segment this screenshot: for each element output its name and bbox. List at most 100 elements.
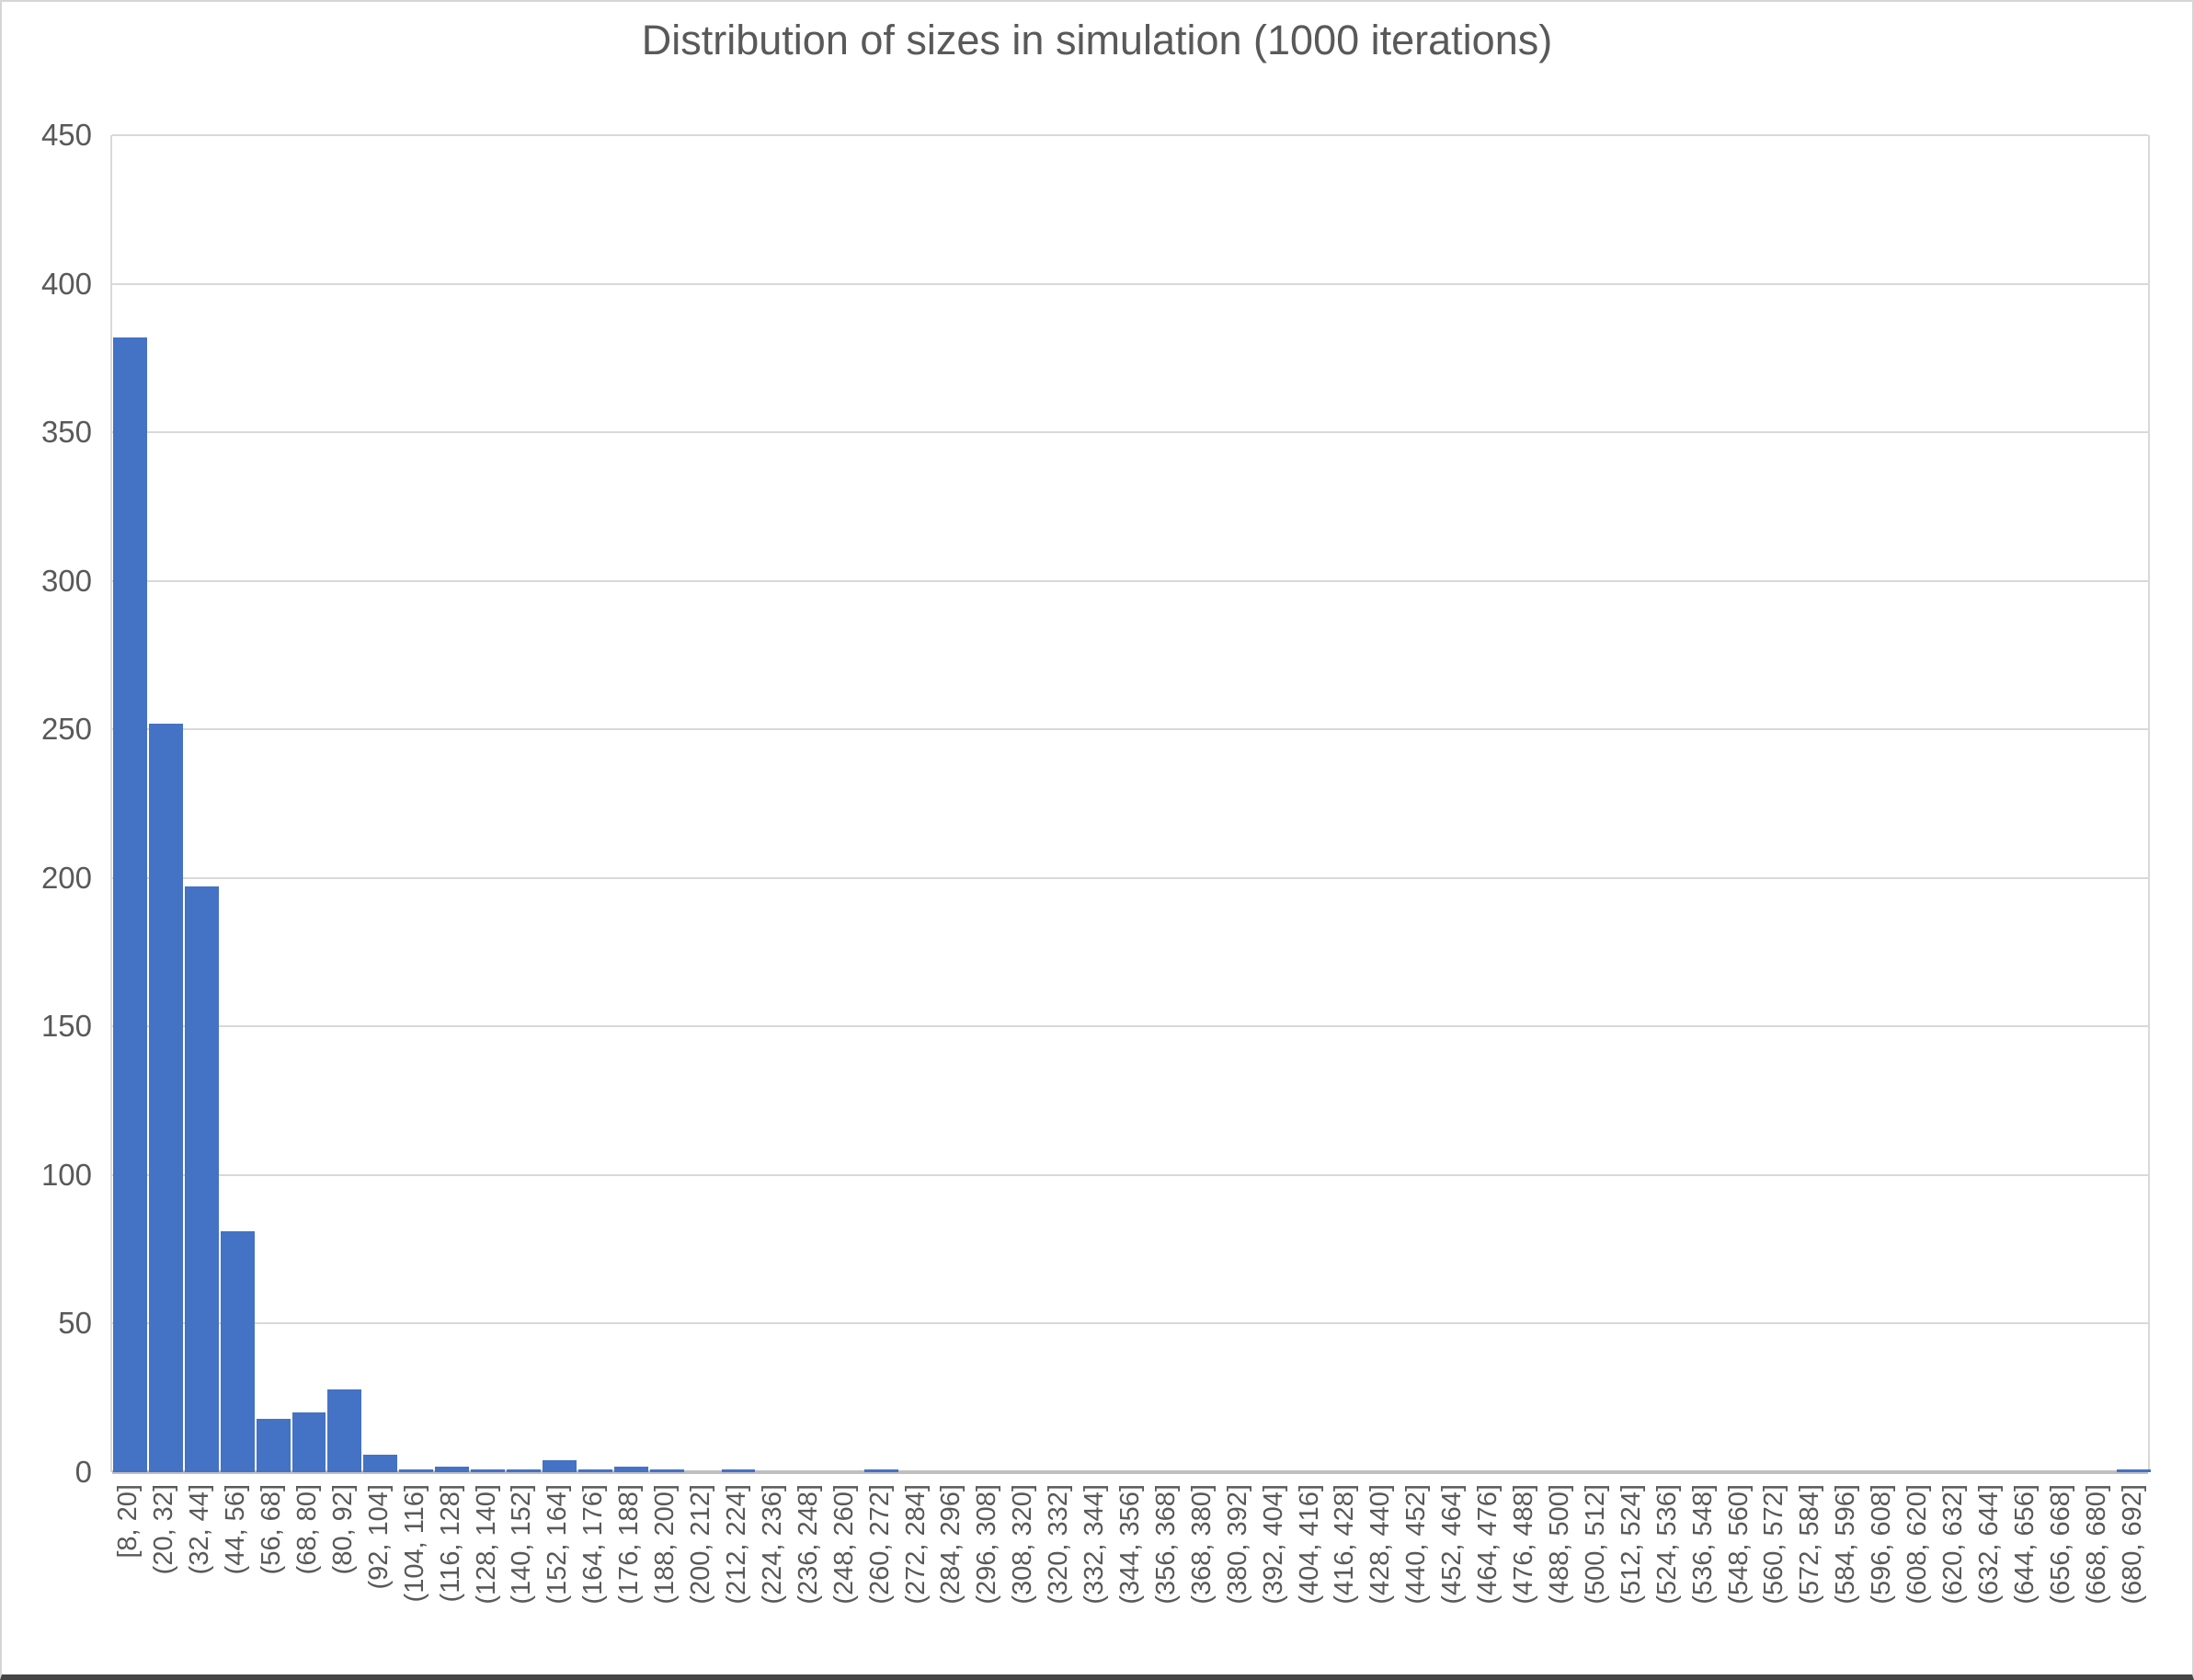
y-tick-label: 200: [40, 861, 92, 895]
histogram-bar[interactable]: [721, 1469, 756, 1472]
x-tick-label: (392, 404]: [1258, 1484, 1288, 1605]
x-tick-label: (632, 644]: [1973, 1484, 2004, 1605]
histogram-bar[interactable]: [577, 1469, 612, 1472]
x-tick-label: (560, 572]: [1759, 1484, 1789, 1605]
y-tick-label: 250: [40, 712, 92, 746]
gridline: [112, 877, 2148, 879]
x-tick-label: (596, 608]: [1867, 1484, 1897, 1605]
x-tick-label: (44, 56]: [221, 1484, 251, 1575]
x-tick-label: (584, 596]: [1831, 1484, 1861, 1605]
x-tick-label: (320, 332]: [1044, 1484, 1074, 1605]
histogram-bar[interactable]: [864, 1469, 899, 1472]
x-tick-label: (104, 116]: [399, 1484, 429, 1603]
x-tick-label: (212, 224]: [721, 1484, 751, 1605]
gridline: [112, 728, 2148, 730]
histogram-bar[interactable]: [327, 1389, 362, 1472]
x-tick-label: (656, 668]: [2045, 1484, 2075, 1605]
gridline: [112, 134, 2148, 136]
x-tick-label: [8, 20]: [113, 1484, 143, 1559]
gridline: [112, 580, 2148, 582]
x-tick-label: (668, 680]: [2081, 1484, 2111, 1605]
gridline: [112, 1174, 2148, 1176]
y-tick-label: 50: [58, 1306, 92, 1340]
x-tick-label: (440, 452]: [1401, 1484, 1432, 1605]
gridline: [112, 1025, 2148, 1027]
gridline: [112, 431, 2148, 433]
gridline: [112, 283, 2148, 285]
x-tick-label: (536, 548]: [1687, 1484, 1718, 1605]
x-tick-label: (332, 344]: [1080, 1484, 1110, 1605]
x-tick-label: (644, 656]: [2009, 1484, 2040, 1605]
histogram-bar[interactable]: [613, 1467, 648, 1472]
x-tick-label: (248, 260]: [828, 1484, 859, 1605]
x-tick-label: (80, 92]: [327, 1484, 358, 1575]
histogram-bar[interactable]: [220, 1231, 255, 1472]
gridline: [112, 1322, 2148, 1324]
y-tick-label: 400: [40, 267, 92, 301]
chart-title: Distribution of sizes in simulation (100…: [641, 17, 1553, 63]
y-tick-label: 150: [40, 1009, 92, 1043]
x-tick-label: (32, 44]: [185, 1484, 215, 1575]
x-tick-label: (416, 428]: [1330, 1484, 1360, 1605]
histogram-bar[interactable]: [2117, 1469, 2151, 1472]
histogram-bar[interactable]: [363, 1455, 398, 1472]
x-tick-label: (164, 176]: [578, 1484, 609, 1605]
x-tick-label: (572, 584]: [1795, 1484, 1825, 1605]
x-tick-label: (128, 140]: [471, 1484, 501, 1605]
x-tick-label: (344, 356]: [1115, 1484, 1145, 1605]
histogram-bar[interactable]: [435, 1467, 470, 1472]
x-tick-label: (140, 152]: [507, 1484, 537, 1605]
histogram-bar[interactable]: [113, 337, 147, 1472]
x-tick-label: (296, 308]: [972, 1484, 1002, 1605]
x-tick-label: (488, 500]: [1544, 1484, 1574, 1605]
x-tick-label: (464, 476]: [1473, 1484, 1503, 1605]
x-tick-label: (188, 200]: [650, 1484, 680, 1605]
x-tick-label: (512, 524]: [1616, 1484, 1646, 1605]
x-tick-label: (92, 104]: [363, 1484, 394, 1590]
x-tick-label: (620, 632]: [1937, 1484, 1968, 1605]
x-tick-label: (404, 416]: [1294, 1484, 1324, 1605]
x-tick-label: (20, 32]: [149, 1484, 179, 1575]
y-tick-label: 0: [74, 1455, 92, 1489]
x-tick-label: (224, 236]: [757, 1484, 787, 1605]
x-tick-label: (608, 620]: [1903, 1484, 1933, 1605]
x-tick-label: (500, 512]: [1580, 1484, 1610, 1605]
histogram-bar[interactable]: [471, 1469, 506, 1472]
x-tick-label: (236, 248]: [793, 1484, 823, 1605]
x-tick-label: (524, 536]: [1651, 1484, 1682, 1605]
histogram-bar[interactable]: [184, 886, 219, 1472]
y-tick-label: 300: [40, 564, 92, 598]
x-tick-label: (260, 272]: [864, 1484, 895, 1605]
x-tick-label: (308, 320]: [1008, 1484, 1038, 1605]
y-tick-label: 100: [40, 1158, 92, 1192]
x-tick-label: (428, 440]: [1366, 1484, 1396, 1605]
y-axis-labels: 0 50 100 150 200 250 300 350 400 450: [2, 2, 97, 1674]
x-tick-label: (200, 212]: [686, 1484, 716, 1605]
histogram-bar[interactable]: [399, 1469, 434, 1472]
y-tick-label: 350: [40, 415, 92, 449]
x-tick-label: (116, 128]: [435, 1484, 465, 1603]
histogram-bar[interactable]: [148, 724, 183, 1472]
x-tick-label: (272, 284]: [900, 1484, 931, 1605]
x-tick-label: (452, 464]: [1437, 1484, 1468, 1605]
x-tick-label: (56, 68]: [257, 1484, 287, 1575]
x-tick-label: (380, 392]: [1222, 1484, 1252, 1605]
histogram-bar[interactable]: [542, 1460, 577, 1472]
x-tick-label: (176, 188]: [614, 1484, 645, 1605]
x-tick-label: (368, 380]: [1186, 1484, 1217, 1605]
x-tick-label: (548, 560]: [1723, 1484, 1754, 1605]
plot-area: [110, 134, 2151, 1474]
histogram-bar[interactable]: [256, 1419, 291, 1472]
x-tick-label: (356, 368]: [1150, 1484, 1181, 1605]
x-tick-label: (284, 296]: [936, 1484, 966, 1605]
x-tick-label: (476, 488]: [1509, 1484, 1539, 1605]
histogram-bar[interactable]: [507, 1469, 541, 1472]
x-tick-label: (68, 80]: [292, 1484, 323, 1575]
y-tick-label: 450: [40, 118, 92, 152]
histogram-bar[interactable]: [649, 1469, 684, 1472]
histogram-bar[interactable]: [291, 1412, 326, 1472]
x-axis-line: [112, 1470, 2148, 1474]
x-tick-label: (680, 692]: [2117, 1484, 2147, 1605]
